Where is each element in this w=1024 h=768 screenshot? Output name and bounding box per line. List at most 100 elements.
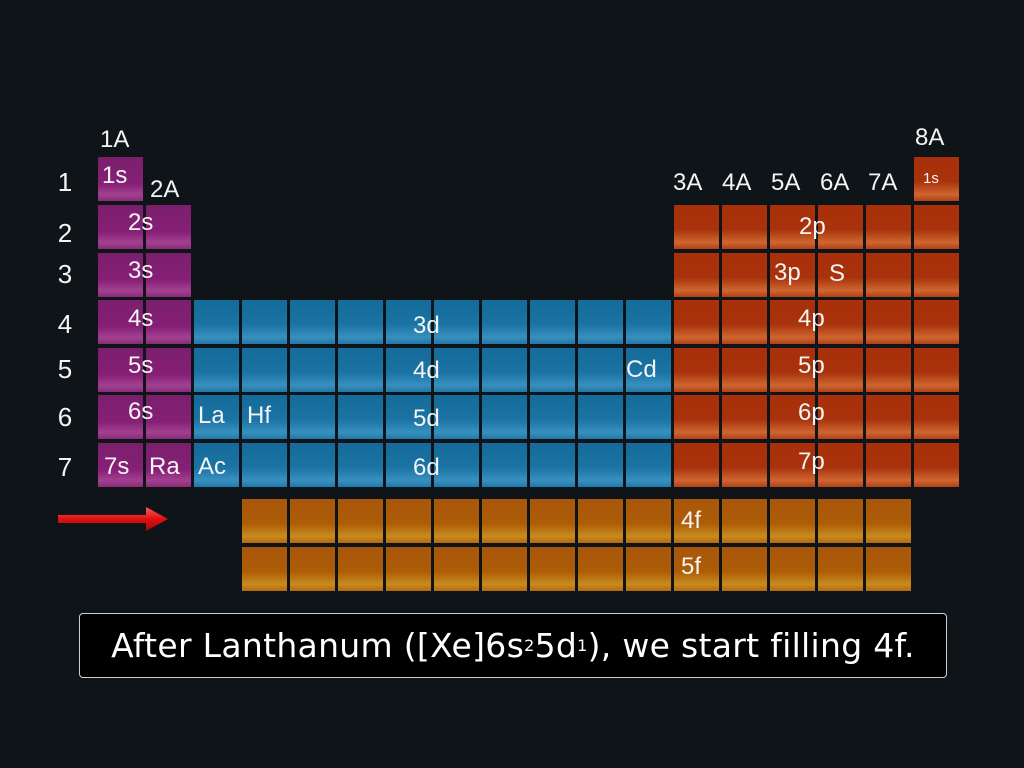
cell-f-4-13	[818, 499, 863, 543]
caption-sup-5d: 1	[577, 636, 588, 655]
cell-p-7-16	[818, 443, 863, 487]
period-label-4: 4	[57, 309, 73, 339]
cell-d-5-6	[338, 348, 383, 392]
cell-f-5-11	[722, 547, 767, 591]
cell-d-7-10	[530, 443, 575, 487]
label-1s: 1s	[102, 162, 128, 189]
cell-p-6-18	[914, 395, 959, 439]
cell-p-5-13	[674, 348, 719, 392]
cell-d-5-9	[482, 348, 527, 392]
cell-p-7-13	[674, 443, 719, 487]
cell-f-5-8	[578, 547, 623, 591]
label-6p: 6p	[798, 399, 825, 426]
label-cd: Cd	[626, 356, 657, 383]
cell-f-5-13	[818, 547, 863, 591]
cell-p-2-16	[818, 205, 863, 249]
cell-d-7-7	[386, 443, 431, 487]
cell-p-5-15	[770, 348, 815, 392]
cell-f-5-4	[386, 547, 431, 591]
label-3p: 3p	[774, 259, 801, 286]
group-label-2a: 2A	[150, 176, 180, 203]
cell-p-1-18	[914, 157, 959, 201]
cell-p-7-17	[866, 443, 911, 487]
cell-s-2-1	[98, 205, 143, 249]
label-2s: 2s	[128, 209, 154, 236]
cell-d-7-5	[290, 443, 335, 487]
cell-d-4-3	[194, 300, 239, 344]
cell-f-5-2	[290, 547, 335, 591]
cell-f-4-10	[674, 499, 719, 543]
cell-f-4-11	[722, 499, 767, 543]
cell-p-7-14	[722, 443, 767, 487]
cell-d-7-3	[194, 443, 239, 487]
cell-d-5-3	[194, 348, 239, 392]
cell-s-6-1	[98, 395, 143, 439]
cell-p-6-15	[770, 395, 815, 439]
cell-p-3-18	[914, 253, 959, 297]
cell-d-5-5	[290, 348, 335, 392]
cell-d-4-7	[386, 300, 431, 344]
group-label-3a: 3A	[673, 169, 703, 196]
cell-p-6-14	[722, 395, 767, 439]
caption-suffix: ), we start filling 4f.	[587, 626, 915, 665]
label-4s: 4s	[128, 305, 154, 332]
group-label-8a: 8A	[915, 124, 945, 151]
label-7s: 7s	[104, 453, 130, 480]
cell-f-5-1	[242, 547, 287, 591]
label-ac: Ac	[198, 453, 227, 480]
cell-d-5-7	[386, 348, 431, 392]
cell-p-2-17	[866, 205, 911, 249]
cell-s-3-1	[98, 253, 143, 297]
caption-sup-6s: 2	[524, 636, 535, 655]
cell-p-2-15	[770, 205, 815, 249]
cell-d-4-9	[482, 300, 527, 344]
group-label-4a: 4A	[722, 169, 752, 196]
label-la: La	[198, 402, 225, 429]
cell-p-4-14	[722, 300, 767, 344]
cell-s-2-2	[146, 205, 191, 249]
group-label-1a: 1A	[100, 126, 130, 153]
cell-d-4-4	[242, 300, 287, 344]
cell-f-4-8	[578, 499, 623, 543]
period-label-6: 6	[57, 402, 73, 432]
cell-f-5-10	[674, 547, 719, 591]
cell-d-6-5	[290, 395, 335, 439]
cell-p-5-18	[914, 348, 959, 392]
cell-s-4-2	[146, 300, 191, 344]
period-label-1: 1	[57, 167, 73, 197]
cell-f-5-6	[482, 547, 527, 591]
caption-box: After Lanthanum ([Xe]6s 2 5d 1), we start f…	[79, 613, 947, 678]
cell-f-5-3	[338, 547, 383, 591]
cell-s-4-1	[98, 300, 143, 344]
cell-d-4-12	[626, 300, 671, 344]
cell-s-7-2	[146, 443, 191, 487]
cell-f-4-1	[242, 499, 287, 543]
label-3s: 3s	[128, 257, 154, 284]
group-label-6a: 6A	[820, 169, 850, 196]
cell-p-2-14	[722, 205, 767, 249]
cell-p-3-17	[866, 253, 911, 297]
cell-s-7-1	[98, 443, 143, 487]
cell-p-2-13	[674, 205, 719, 249]
cell-p-7-15	[770, 443, 815, 487]
label-5p: 5p	[798, 352, 825, 379]
cell-d-5-10	[530, 348, 575, 392]
cell-p-5-14	[722, 348, 767, 392]
cell-f-5-14	[866, 547, 911, 591]
cell-s-6-2	[146, 395, 191, 439]
cell-p-4-15	[770, 300, 815, 344]
cell-d-5-11	[578, 348, 623, 392]
cell-d-5-4	[242, 348, 287, 392]
label-s: S	[829, 260, 846, 287]
cell-d-6-10	[530, 395, 575, 439]
cell-f-4-6	[482, 499, 527, 543]
cell-d-6-9	[482, 395, 527, 439]
cell-f-5-7	[530, 547, 575, 591]
caption-prefix: After Lanthanum ([Xe]6s	[111, 626, 525, 665]
cell-d-5-12	[626, 348, 671, 392]
cell-f-4-4	[386, 499, 431, 543]
group-label-7a: 7A	[868, 169, 898, 196]
cell-d-4-8	[434, 300, 479, 344]
cell-p-6-13	[674, 395, 719, 439]
cell-p-6-16	[818, 395, 863, 439]
